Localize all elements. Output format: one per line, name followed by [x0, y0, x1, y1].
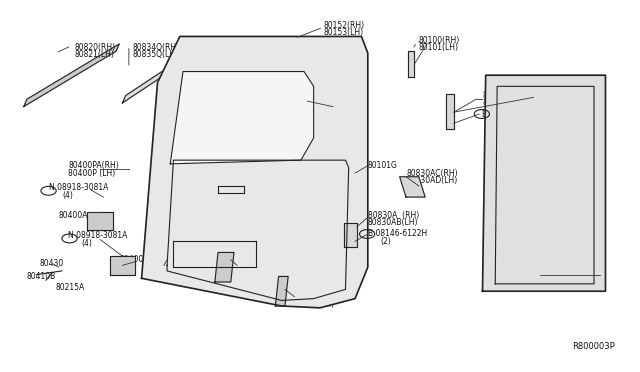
Text: 80400A: 80400A [59, 211, 88, 220]
Text: 80820(RH): 80820(RH) [75, 43, 116, 52]
Polygon shape [24, 44, 119, 107]
Text: 80B30(RH): 80B30(RH) [540, 91, 582, 100]
Text: 80830AD(LH): 80830AD(LH) [406, 176, 457, 185]
Polygon shape [88, 212, 113, 230]
Text: R800003P: R800003P [572, 342, 614, 351]
Text: 80834Q(RH): 80834Q(RH) [132, 43, 179, 52]
Polygon shape [109, 256, 135, 275]
Text: 80101A: 80101A [333, 102, 362, 111]
Text: 80400PA(RH): 80400PA(RH) [68, 161, 119, 170]
Polygon shape [408, 51, 414, 77]
Text: 80821(LH): 80821(LH) [75, 51, 115, 60]
Polygon shape [122, 51, 193, 103]
Text: 80400P (RH): 80400P (RH) [151, 261, 200, 270]
Text: B 08146-6122H: B 08146-6122H [483, 109, 541, 119]
Polygon shape [344, 223, 357, 247]
Text: 80400A: 80400A [119, 255, 148, 264]
Polygon shape [483, 75, 605, 291]
Text: 80841+A: 80841+A [228, 261, 263, 270]
Text: 80B31(LH): 80B31(LH) [540, 99, 580, 108]
Text: 80215(LH): 80215(LH) [294, 300, 335, 309]
Polygon shape [141, 36, 368, 308]
Text: 80410B: 80410B [27, 272, 56, 281]
Text: 80B80N(LH): 80B80N(LH) [540, 276, 586, 285]
Text: 80100(RH): 80100(RH) [419, 36, 460, 45]
Text: 80830A  (RH): 80830A (RH) [368, 211, 419, 220]
Text: B 08146-6122H: B 08146-6122H [368, 230, 427, 238]
Text: 80214(RH): 80214(RH) [294, 292, 335, 301]
Text: N 08918-3081A: N 08918-3081A [49, 183, 109, 192]
Text: 80215A: 80215A [56, 283, 85, 292]
Text: (2): (2) [381, 237, 391, 246]
Text: (4): (4) [62, 191, 73, 200]
Text: 80400P (LH): 80400P (LH) [68, 169, 116, 177]
Text: N 08918-3081A: N 08918-3081A [68, 231, 127, 240]
Polygon shape [399, 177, 425, 197]
Text: 80101(LH): 80101(LH) [419, 43, 459, 52]
Text: 80217(LH): 80217(LH) [483, 99, 522, 108]
Text: 80216(RH): 80216(RH) [483, 91, 524, 100]
Text: 80101G: 80101G [368, 161, 397, 170]
Text: 80152(RH): 80152(RH) [323, 21, 364, 30]
Polygon shape [215, 253, 234, 282]
Polygon shape [170, 71, 314, 164]
Text: 80400PA(LH): 80400PA(LH) [151, 268, 201, 277]
Text: 80830AC(RH): 80830AC(RH) [406, 169, 458, 177]
Text: 80430: 80430 [40, 259, 64, 268]
Text: 80153(LH): 80153(LH) [323, 28, 364, 37]
Text: 80835Q(LH): 80835Q(LH) [132, 51, 178, 60]
Polygon shape [275, 276, 288, 306]
Text: (4): (4) [81, 239, 92, 248]
Text: 80B80M(RH): 80B80M(RH) [540, 268, 588, 277]
Text: (2): (2) [495, 117, 506, 126]
Text: 80830AB(LH): 80830AB(LH) [368, 218, 419, 227]
Polygon shape [446, 94, 454, 129]
